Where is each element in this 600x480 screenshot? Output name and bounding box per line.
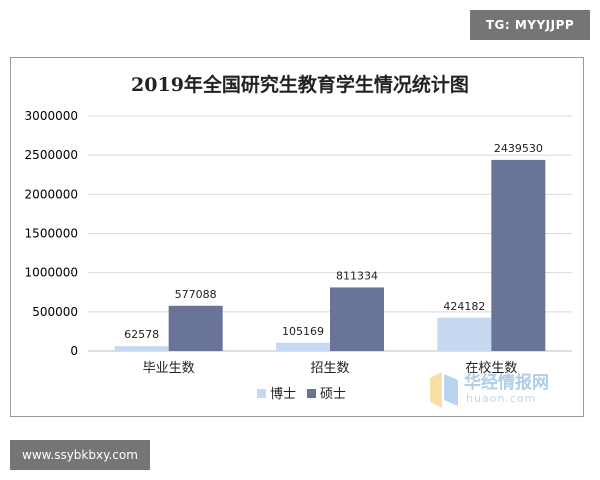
legend-label: 博士: [270, 387, 296, 402]
legend-label: 硕士: [320, 387, 346, 402]
chart-title: 2019年全国研究生教育学生情况统计图: [131, 73, 469, 96]
legend-swatch-doctor: [257, 389, 266, 398]
y-tick-label: 1500000: [25, 227, 78, 241]
bar-master: [168, 305, 223, 351]
x-tick-label: 在校生数: [465, 360, 517, 376]
bar-doctor: [276, 342, 330, 351]
x-tick-label: 招生数: [310, 361, 349, 376]
y-tick-label: 500000: [32, 305, 78, 319]
y-tick-label: 2000000: [25, 187, 78, 201]
x-tick-label: 毕业生数: [143, 361, 195, 376]
y-tick-label: 0: [70, 344, 78, 358]
bar-doctor: [114, 346, 169, 351]
website-badge: www.ssybkbxy.com: [10, 440, 150, 470]
data-label: 811334: [336, 269, 378, 282]
bar-master: [330, 287, 384, 351]
data-label: 105169: [282, 325, 324, 338]
y-tick-label: 1000000: [25, 266, 78, 280]
bar-master: [491, 159, 546, 351]
huaon-logo-icon: [430, 372, 458, 408]
data-label: 577088: [175, 288, 217, 301]
data-label: 424182: [443, 300, 485, 313]
data-label: 2439530: [494, 142, 543, 155]
data-label: 62578: [124, 328, 159, 341]
y-tick-label: 2500000: [25, 148, 78, 162]
legend-swatch-master: [307, 389, 316, 398]
chart-frame: [10, 57, 584, 417]
telegram-badge: TG: MYYJJPP: [470, 10, 590, 40]
huaon-watermark: 华经情报网 huaon.com: [428, 368, 578, 412]
bar-doctor: [437, 317, 492, 351]
watermark-text: 华经情报网: [464, 373, 549, 393]
watermark-subtext: huaon.com: [466, 392, 537, 405]
y-tick-label: 3000000: [25, 109, 78, 123]
